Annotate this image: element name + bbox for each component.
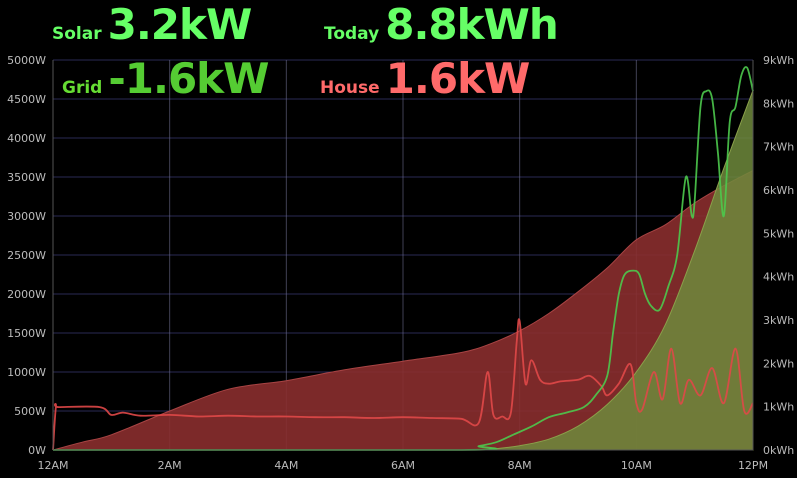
axes: 0W 500W 1000W 1500W 2000W 2500W 3000W 3500W 4000… — [7, 54, 794, 472]
x-tick-label: 12AM — [37, 459, 68, 472]
grid-label: Grid — [62, 78, 103, 98]
house-stat: House 1.6kW — [320, 54, 531, 103]
house-value: 1.6kW — [385, 54, 531, 103]
y-right-tick-label: 4kWh — [763, 271, 794, 284]
solar-stat: Solar 3.2kW — [52, 0, 253, 49]
x-tick-label: 8AM — [508, 459, 532, 472]
x-tick-label: 2AM — [158, 459, 182, 472]
y-left-tick-label: 3000W — [7, 210, 46, 223]
y-left-tick-label: 3500W — [7, 171, 46, 184]
x-tick-label: 4AM — [274, 459, 298, 472]
power-lines — [52, 66, 754, 451]
y-right-tick-label: 5kWh — [763, 227, 794, 240]
y-left-tick-label: 0W — [28, 444, 46, 457]
y-left-tick-label: 2000W — [7, 288, 46, 301]
y-right-tick-label: 0kWh — [763, 444, 794, 457]
grid-value: -1.6kW — [108, 54, 269, 103]
y-left-tick-label: 4000W — [7, 132, 46, 145]
y-left-tick-label: 1000W — [7, 366, 46, 379]
y-right-tick-label: 8kWh — [763, 97, 794, 110]
y-left-tick-label: 4500W — [7, 93, 46, 106]
y-left-tick-label: 2500W — [7, 249, 46, 262]
today-label: Today — [324, 24, 380, 44]
house-power-line — [52, 318, 754, 451]
grid-stat: Grid -1.6kW — [62, 54, 269, 103]
x-tick-label: 6AM — [391, 459, 415, 472]
x-tick-label: 12PM — [738, 459, 768, 472]
house-label: House — [320, 78, 380, 98]
solar-value: 3.2kW — [107, 0, 253, 49]
y-right-tick-label: 3kWh — [763, 314, 794, 327]
y-right-tick-label: 1kWh — [763, 401, 794, 414]
y-left-tick-label: 5000W — [7, 54, 46, 67]
solar-label: Solar — [52, 24, 102, 44]
y-right-tick-label: 7kWh — [763, 141, 794, 154]
today-stat: Today 8.8kWh — [324, 0, 559, 49]
y-left-tick-label: 1500W — [7, 327, 46, 340]
x-tick-label: 10AM — [621, 459, 652, 472]
y-right-tick-label: 6kWh — [763, 184, 794, 197]
y-right-tick-label: 2kWh — [763, 357, 794, 370]
solar-power-line — [52, 66, 754, 451]
y-left-tick-label: 500W — [14, 405, 46, 418]
today-value: 8.8kWh — [385, 0, 559, 49]
y-right-tick-label: 9kWh — [763, 54, 794, 67]
